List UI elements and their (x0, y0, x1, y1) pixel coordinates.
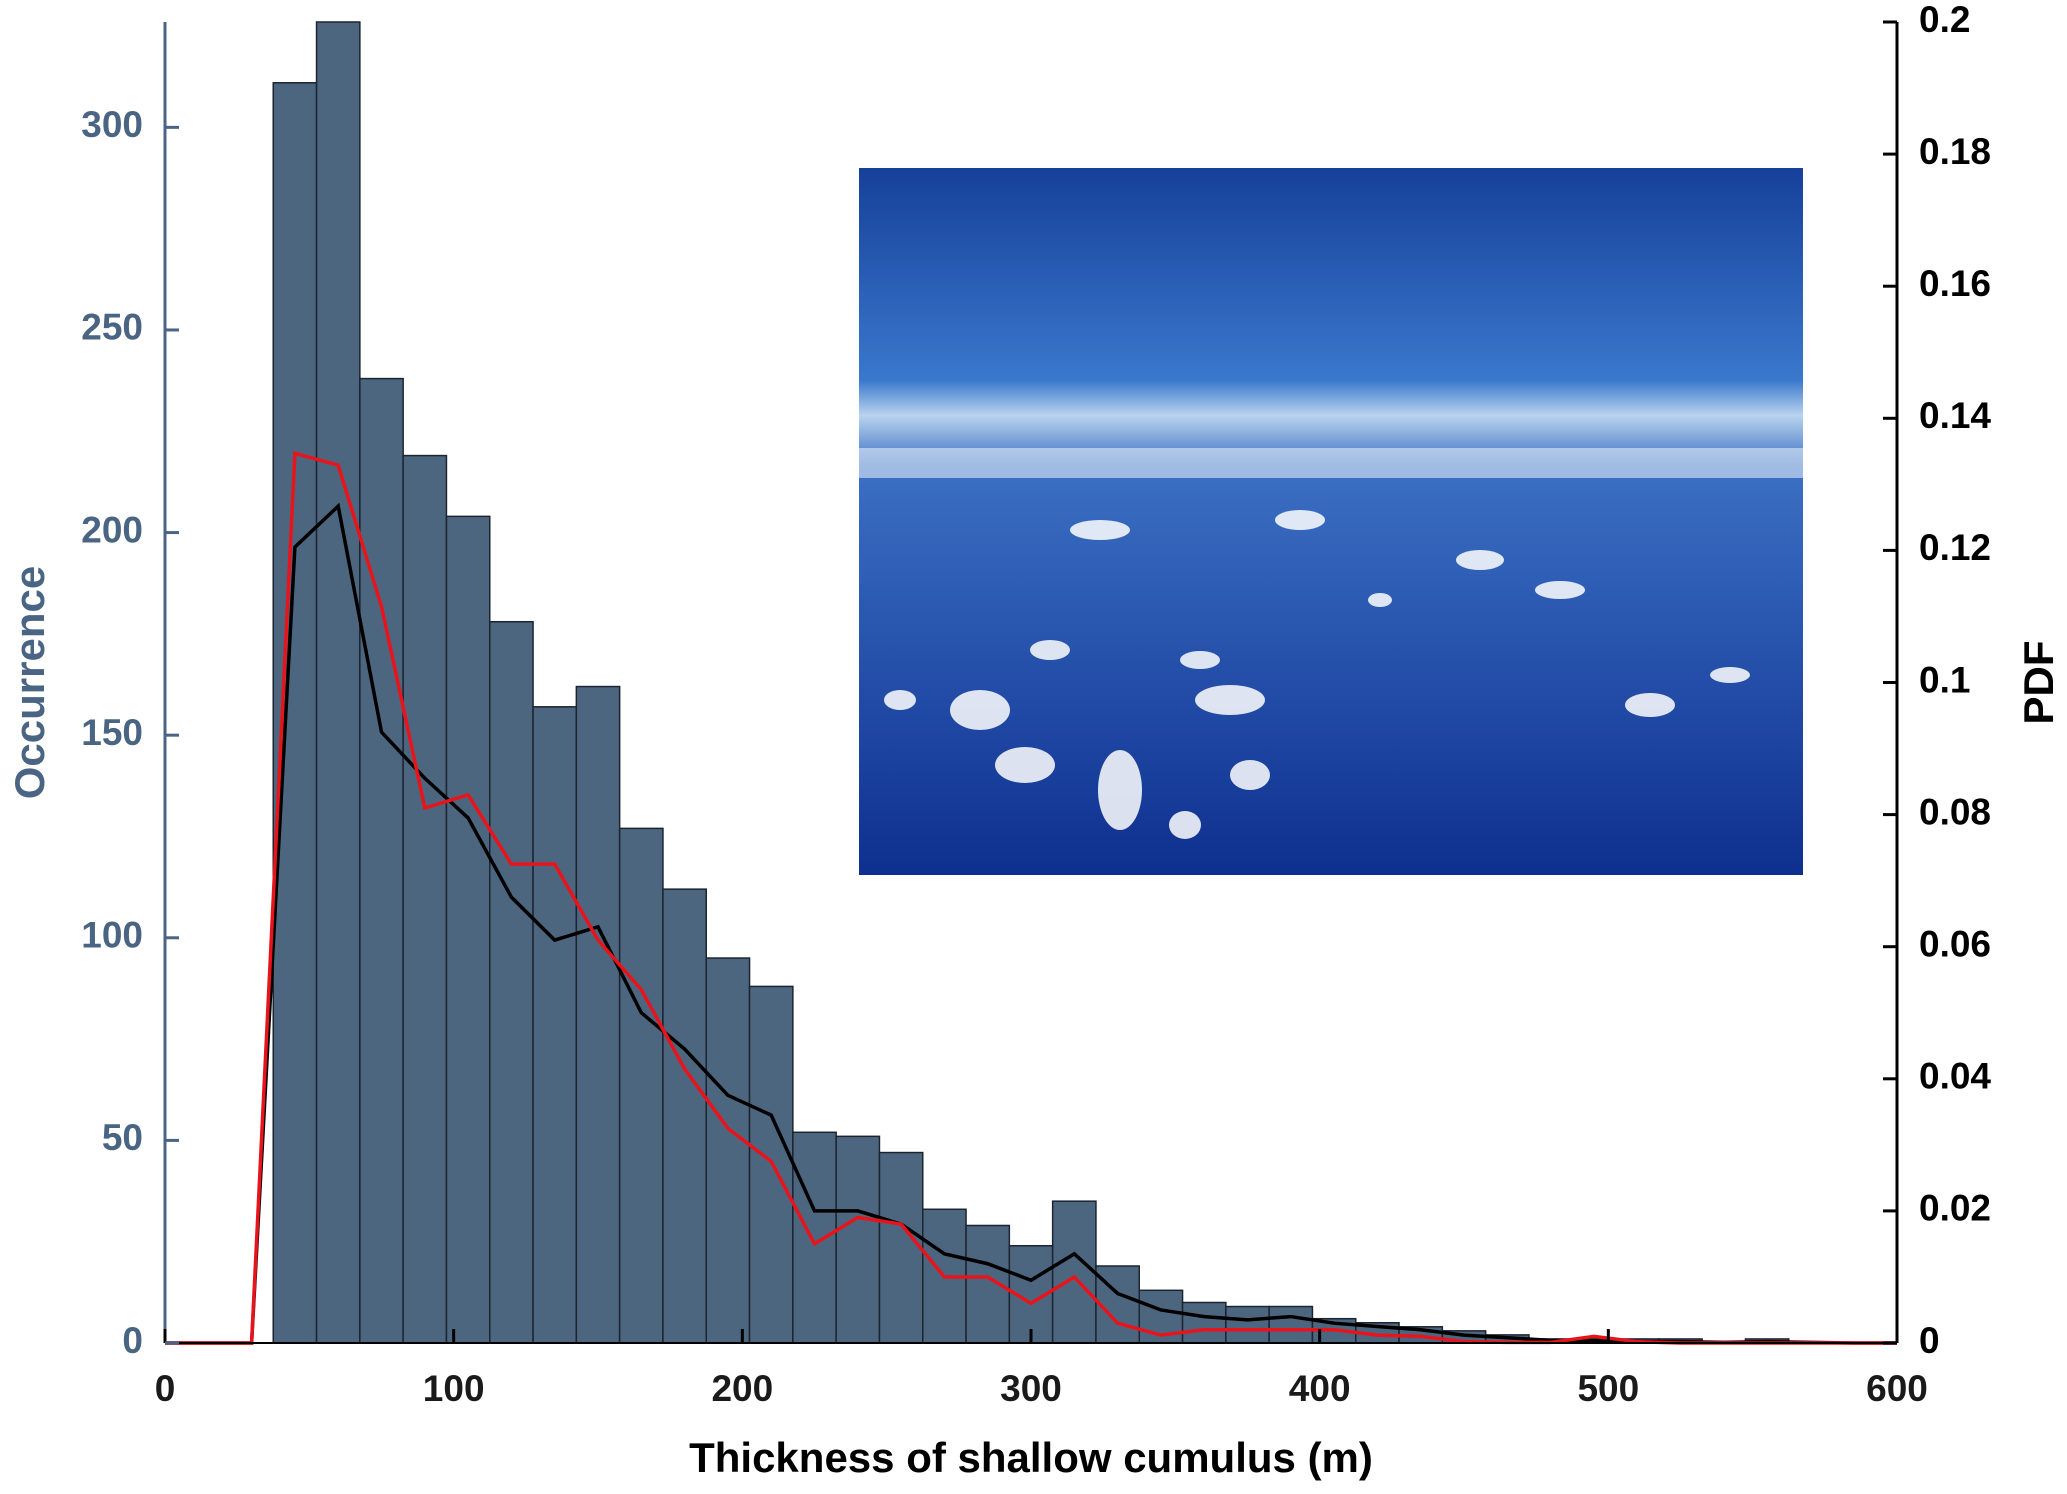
bar (835, 1135, 881, 1344)
y-axis-label: Occurrence (6, 566, 53, 799)
y2-tick-label: 0.14 (1919, 395, 1991, 436)
pdf-line (165, 502, 1897, 1345)
y2-tick-label: 0 (1919, 1320, 1940, 1361)
bar (1225, 1305, 1270, 1344)
y-tick-label: 150 (81, 712, 143, 753)
bar (272, 82, 318, 1344)
bar (489, 620, 534, 1344)
bar (445, 515, 491, 1344)
y2-tick-label: 0.1 (1919, 659, 1970, 700)
bar (1181, 1301, 1227, 1344)
y2-axis-label: PDF (2015, 641, 2062, 725)
y-tick-label: 200 (81, 509, 143, 550)
inset-photo (859, 168, 1803, 875)
bar (402, 454, 448, 1344)
y-tick-label: 50 (102, 1117, 143, 1158)
bar (532, 706, 578, 1344)
x-tick-label: 300 (1000, 1368, 1062, 1409)
y2-tick-label: 0.02 (1919, 1188, 1991, 1229)
bar (792, 1131, 837, 1344)
y2-tick-label: 0.04 (1919, 1056, 1991, 1097)
y-tick-label: 0 (122, 1320, 143, 1361)
bar (575, 685, 621, 1344)
y2-tick-label: 0.18 (1919, 131, 1991, 172)
x-tick-label: 500 (1577, 1368, 1639, 1409)
y2-tick-label: 0.08 (1919, 791, 1991, 832)
y-tick-label: 300 (81, 104, 143, 145)
bar (662, 888, 708, 1344)
x-axis-label: Thickness of shallow cumulus (m) (689, 1434, 1373, 1481)
x-tick-label: 400 (1289, 1368, 1351, 1409)
x-tick-label: 100 (423, 1368, 485, 1409)
pdf-line (165, 451, 1897, 1345)
bar (1268, 1305, 1314, 1344)
bar (705, 957, 751, 1344)
bar (1051, 1200, 1097, 1344)
y2-tick-label: 0.16 (1919, 263, 1991, 304)
bar (618, 827, 664, 1344)
x-tick-label: 200 (711, 1368, 773, 1409)
bar (878, 1151, 924, 1344)
bar (315, 21, 361, 1344)
y2-tick-label: 0.06 (1919, 923, 1991, 964)
plot (272, 21, 1790, 1344)
y-tick-label: 100 (81, 915, 143, 956)
y-tick-label: 250 (81, 307, 143, 348)
y2-tick-label: 0.2 (1919, 0, 1970, 40)
x-tick-label: 600 (1866, 1368, 1928, 1409)
y2-tick-label: 0.12 (1919, 527, 1991, 568)
x-tick-label: 0 (155, 1368, 176, 1409)
bar (359, 377, 404, 1344)
